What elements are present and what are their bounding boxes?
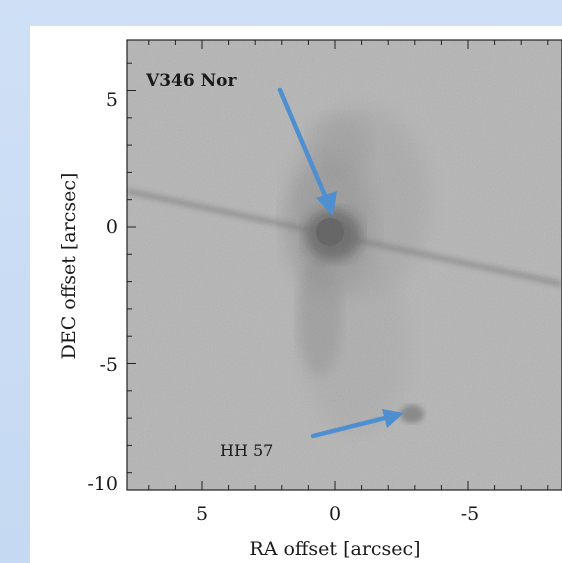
- star-label: V346 Nor: [145, 71, 237, 91]
- x-tick-label: 0: [329, 503, 341, 525]
- y-tick-label: 0: [106, 216, 118, 238]
- plot-frame: [126, 39, 562, 491]
- tick-marks: [127, 40, 549, 490]
- x-tick-label: 5: [196, 503, 208, 525]
- y-tick-label: -5: [99, 354, 118, 376]
- y-tick-label: 5: [106, 89, 118, 111]
- astronomy-figure: 5 0 -5 5 0 -5 -10 RA offset [arcsec] DEC…: [58, 39, 562, 560]
- x-tick-label: -5: [461, 503, 480, 525]
- arrow-to-hh57: [310, 409, 404, 439]
- x-axis-title: RA offset [arcsec]: [249, 538, 420, 560]
- hh-label: HH 57: [220, 441, 273, 460]
- figure-panel: 5 0 -5 5 0 -5 -10 RA offset [arcsec] DEC…: [30, 26, 562, 563]
- sky-image: [127, 40, 562, 490]
- y-axis-title: DEC offset [arcsec]: [58, 173, 80, 360]
- arrow-to-star: [277, 87, 337, 216]
- y-tick-label: -10: [87, 473, 118, 495]
